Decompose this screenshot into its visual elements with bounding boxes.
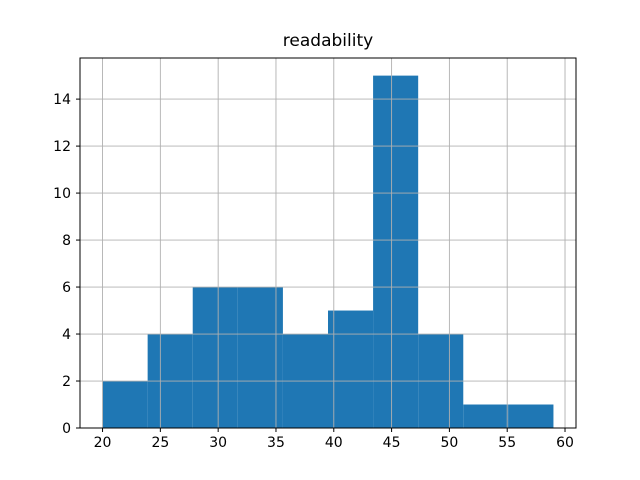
- x-tick-label: 35: [267, 435, 285, 451]
- x-tick-label: 40: [325, 435, 343, 451]
- y-tick-label: 14: [53, 92, 71, 108]
- x-tick-label: 50: [440, 435, 458, 451]
- histogram-bar: [237, 287, 283, 428]
- histogram-bar: [328, 310, 374, 428]
- x-tick-label: 25: [151, 435, 169, 451]
- y-tick-label: 6: [62, 280, 71, 296]
- chart-title: readability: [282, 31, 374, 51]
- y-tick-label: 2: [62, 374, 71, 390]
- histogram-bar: [373, 75, 419, 429]
- y-tick-label: 12: [53, 139, 71, 155]
- histogram-bar: [463, 404, 509, 428]
- x-tick-label: 20: [94, 435, 112, 451]
- y-tick-label: 10: [53, 186, 71, 202]
- y-tick-label: 4: [62, 327, 71, 343]
- y-tick-label: 0: [62, 421, 71, 437]
- x-tick-label: 60: [556, 435, 574, 451]
- x-tick-label: 55: [498, 435, 516, 451]
- histogram-bar: [192, 287, 238, 428]
- histogram-bar: [102, 381, 148, 428]
- y-tick-label: 8: [62, 233, 71, 249]
- histogram-bar: [508, 404, 554, 428]
- x-tick-label: 45: [383, 435, 401, 451]
- axes-frame: [79, 57, 577, 429]
- x-tick-label: 30: [209, 435, 227, 451]
